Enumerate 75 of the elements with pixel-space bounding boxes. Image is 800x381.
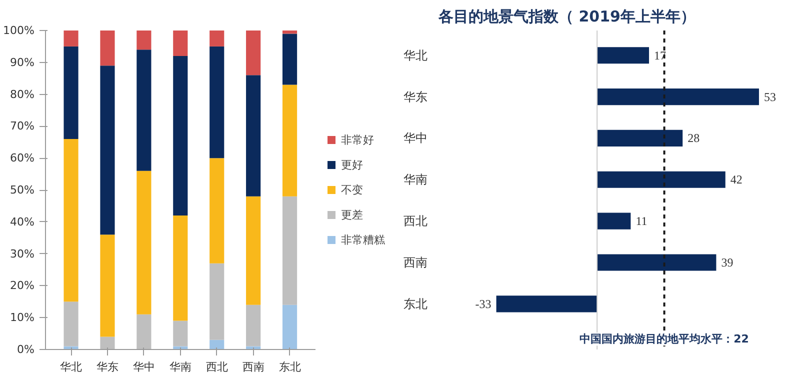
y-tick-label: 40% <box>10 215 35 228</box>
y-tick-label: 西北 <box>404 214 428 228</box>
y-tick-label: 华南 <box>404 172 428 187</box>
bar <box>173 320 188 346</box>
y-tick-label: 华东 <box>404 90 428 104</box>
bar <box>597 171 726 188</box>
data-label: 42 <box>730 172 742 187</box>
y-tick-label: 华北 <box>404 48 428 62</box>
bar <box>210 46 224 158</box>
y-tick-label: 东北 <box>404 296 428 311</box>
bar <box>496 296 598 312</box>
bar <box>210 340 224 350</box>
bar <box>173 56 188 216</box>
data-label: -33 <box>475 296 492 311</box>
bar <box>136 170 152 314</box>
bar <box>246 30 261 76</box>
x-tick-label: 华北 <box>60 360 82 374</box>
bar <box>136 314 152 350</box>
bar <box>597 212 631 230</box>
legend-label: 非常好 <box>341 132 374 147</box>
legend-label: 不变 <box>341 182 363 197</box>
y-tick-label: 60% <box>10 152 35 165</box>
bar <box>64 30 78 46</box>
y-tick-label: 50% <box>10 184 35 196</box>
bar <box>282 304 298 350</box>
data-label: 53 <box>764 90 776 104</box>
y-tick-label: 0% <box>17 343 34 356</box>
y-tick-label: 20% <box>10 279 35 292</box>
bar <box>597 130 683 146</box>
bar <box>64 302 78 346</box>
bar <box>597 254 716 271</box>
legend-label: 更好 <box>341 157 363 172</box>
bar <box>64 46 78 139</box>
bar <box>100 336 115 350</box>
bar <box>173 216 188 321</box>
x-tick-label: 华东 <box>96 360 118 374</box>
bar <box>100 66 115 235</box>
y-tick-label: 30% <box>10 247 35 260</box>
x-tick-label: 华中 <box>132 360 155 374</box>
legend-label: 更差 <box>341 207 363 222</box>
bar <box>597 47 650 64</box>
data-label: 39 <box>721 256 734 270</box>
bar <box>210 263 224 340</box>
bar <box>64 138 78 302</box>
bar <box>100 234 115 337</box>
legend-label: 非常糟糕 <box>341 232 385 247</box>
y-tick-label: 华中 <box>404 131 428 146</box>
x-tick-label: 东北 <box>278 360 301 374</box>
y-tick-label: 80% <box>10 88 35 101</box>
bar <box>210 158 224 264</box>
x-tick-label: 西北 <box>206 360 228 374</box>
bar <box>246 304 261 346</box>
data-label: 28 <box>688 131 700 146</box>
x-tick-label: 华南 <box>169 360 192 374</box>
x-tick-label: 西南 <box>242 360 264 374</box>
bar <box>282 30 298 34</box>
bar <box>597 88 759 106</box>
bar <box>136 30 152 50</box>
bar <box>282 34 298 85</box>
bar <box>100 30 115 66</box>
y-tick-label: 10% <box>10 311 35 324</box>
bar <box>210 30 224 46</box>
chart-title: 各目的地景气指数（ 2019年上半年） <box>438 8 696 26</box>
y-tick-label: 100% <box>3 24 35 37</box>
bar <box>246 75 261 196</box>
y-tick-label: 西南 <box>404 256 428 270</box>
bar <box>136 50 152 171</box>
ref-line-label: 中国国内旅游目的地平均水平：22 <box>580 332 749 346</box>
data-label: 11 <box>636 214 648 228</box>
y-tick-label: 70% <box>10 120 35 133</box>
bar <box>282 196 298 305</box>
y-tick-label: 90% <box>10 56 35 69</box>
bar <box>282 84 298 196</box>
bar <box>246 196 261 305</box>
bar <box>173 30 188 56</box>
